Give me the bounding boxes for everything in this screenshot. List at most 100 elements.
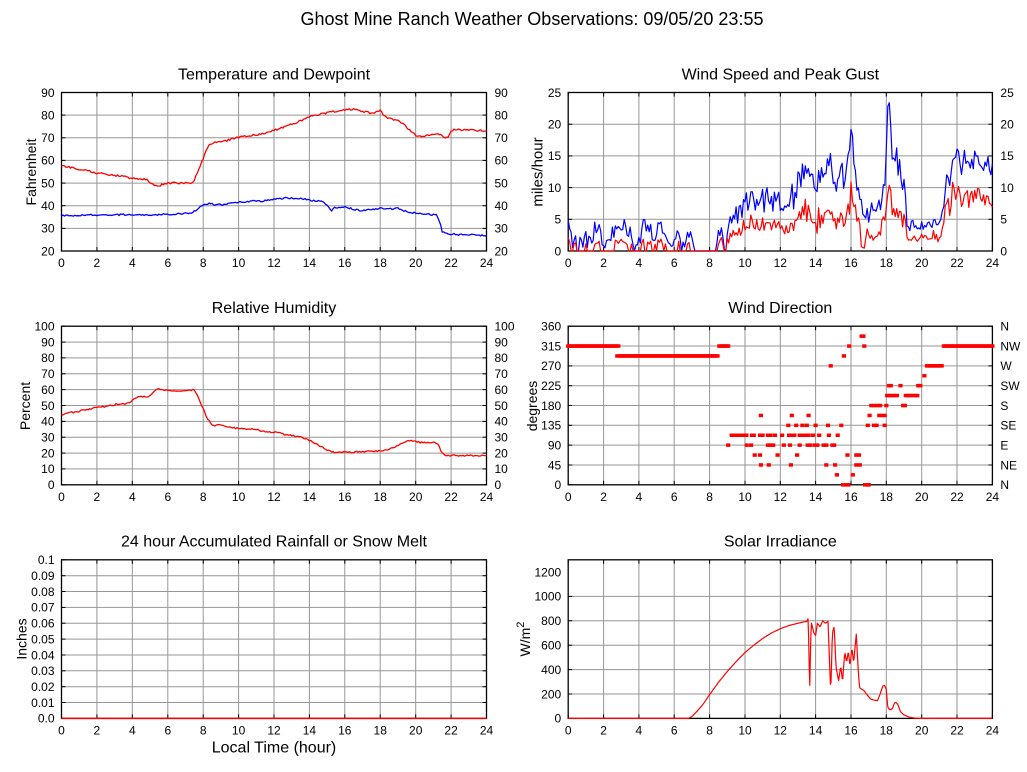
svg-text:4: 4 <box>129 490 136 504</box>
svg-text:0: 0 <box>48 478 55 492</box>
svg-text:20: 20 <box>548 118 562 132</box>
svg-text:0.03: 0.03 <box>31 664 55 678</box>
svg-text:NW: NW <box>1000 339 1021 353</box>
svg-text:90: 90 <box>495 86 509 100</box>
svg-text:40: 40 <box>41 415 55 429</box>
svg-text:20: 20 <box>41 244 55 258</box>
svg-text:12: 12 <box>267 490 281 504</box>
svg-text:15: 15 <box>1000 149 1014 163</box>
svg-text:5: 5 <box>1000 213 1007 227</box>
svg-text:6: 6 <box>671 490 678 504</box>
svg-text:4: 4 <box>129 723 136 737</box>
svg-text:30: 30 <box>41 222 55 236</box>
svg-text:12: 12 <box>774 723 788 737</box>
svg-text:14: 14 <box>303 723 317 737</box>
svg-text:80: 80 <box>495 351 509 365</box>
svg-text:0: 0 <box>555 712 562 726</box>
svg-text:90: 90 <box>495 335 509 349</box>
svg-text:0: 0 <box>58 723 65 737</box>
svg-text:16: 16 <box>844 490 858 504</box>
svg-text:6: 6 <box>164 723 171 737</box>
svg-text:60: 60 <box>41 383 55 397</box>
svg-text:8: 8 <box>706 490 713 504</box>
svg-text:12: 12 <box>774 256 788 270</box>
svg-text:0: 0 <box>58 256 65 270</box>
svg-text:10: 10 <box>41 462 55 476</box>
svg-text:225: 225 <box>541 379 561 393</box>
svg-text:8: 8 <box>200 256 207 270</box>
svg-text:0.08: 0.08 <box>31 585 55 599</box>
svg-text:4: 4 <box>636 256 643 270</box>
svg-text:Solar Irradiance: Solar Irradiance <box>724 534 837 551</box>
svg-text:2: 2 <box>600 256 607 270</box>
svg-text:10: 10 <box>1000 181 1014 195</box>
svg-text:16: 16 <box>338 256 352 270</box>
svg-text:5: 5 <box>555 213 562 227</box>
svg-text:12: 12 <box>267 256 281 270</box>
svg-text:10: 10 <box>232 723 246 737</box>
svg-text:50: 50 <box>495 399 509 413</box>
svg-text:Relative Humidity: Relative Humidity <box>212 300 336 317</box>
svg-text:Percent: Percent <box>17 382 33 430</box>
svg-text:16: 16 <box>844 723 858 737</box>
svg-text:90: 90 <box>548 438 562 452</box>
svg-text:400: 400 <box>541 663 561 677</box>
svg-text:miles/hour: miles/hour <box>530 137 547 206</box>
svg-text:20: 20 <box>495 446 509 460</box>
svg-text:20: 20 <box>915 723 929 737</box>
svg-text:S: S <box>1000 399 1008 413</box>
svg-text:N: N <box>1000 478 1009 492</box>
svg-text:30: 30 <box>495 431 509 445</box>
svg-text:14: 14 <box>809 723 823 737</box>
svg-text:20: 20 <box>915 256 929 270</box>
svg-text:315: 315 <box>541 339 561 353</box>
svg-text:8: 8 <box>200 490 207 504</box>
svg-text:70: 70 <box>41 131 55 145</box>
svg-text:0: 0 <box>555 244 562 258</box>
svg-text:16: 16 <box>338 723 352 737</box>
svg-text:50: 50 <box>41 176 55 190</box>
svg-text:14: 14 <box>303 490 317 504</box>
svg-text:0: 0 <box>495 478 502 492</box>
svg-text:0.0: 0.0 <box>38 712 55 726</box>
svg-text:SE: SE <box>1000 419 1016 433</box>
svg-text:W: W <box>1000 359 1012 373</box>
svg-text:degrees: degrees <box>524 381 540 432</box>
svg-text:22: 22 <box>444 256 458 270</box>
svg-text:12: 12 <box>774 490 788 504</box>
svg-text:70: 70 <box>495 131 509 145</box>
svg-text:360: 360 <box>541 320 561 334</box>
svg-text:18: 18 <box>880 256 894 270</box>
svg-text:14: 14 <box>303 256 317 270</box>
svg-text:2: 2 <box>600 490 607 504</box>
svg-text:270: 270 <box>541 359 561 373</box>
svg-text:18: 18 <box>374 723 388 737</box>
svg-text:SW: SW <box>1000 379 1020 393</box>
svg-text:0.02: 0.02 <box>31 680 55 694</box>
svg-text:40: 40 <box>495 415 509 429</box>
svg-text:10: 10 <box>738 723 752 737</box>
svg-text:24: 24 <box>986 490 1000 504</box>
svg-text:8: 8 <box>200 723 207 737</box>
svg-text:50: 50 <box>41 399 55 413</box>
svg-text:30: 30 <box>495 222 509 236</box>
svg-text:45: 45 <box>548 458 562 472</box>
svg-text:12: 12 <box>267 723 281 737</box>
svg-text:24: 24 <box>480 723 494 737</box>
svg-text:0.06: 0.06 <box>31 617 55 631</box>
svg-text:0.09: 0.09 <box>31 569 55 583</box>
svg-text:10: 10 <box>232 256 246 270</box>
svg-text:10: 10 <box>232 490 246 504</box>
svg-text:18: 18 <box>880 490 894 504</box>
svg-text:1000: 1000 <box>534 590 561 604</box>
svg-text:24: 24 <box>986 723 1000 737</box>
svg-text:20: 20 <box>409 256 423 270</box>
svg-text:NE: NE <box>1000 458 1017 472</box>
svg-text:30: 30 <box>41 431 55 445</box>
svg-text:16: 16 <box>844 256 858 270</box>
svg-text:2: 2 <box>600 723 607 737</box>
svg-text:20: 20 <box>41 446 55 460</box>
svg-text:10: 10 <box>548 181 562 195</box>
svg-text:2: 2 <box>94 256 101 270</box>
svg-text:20: 20 <box>1000 118 1014 132</box>
